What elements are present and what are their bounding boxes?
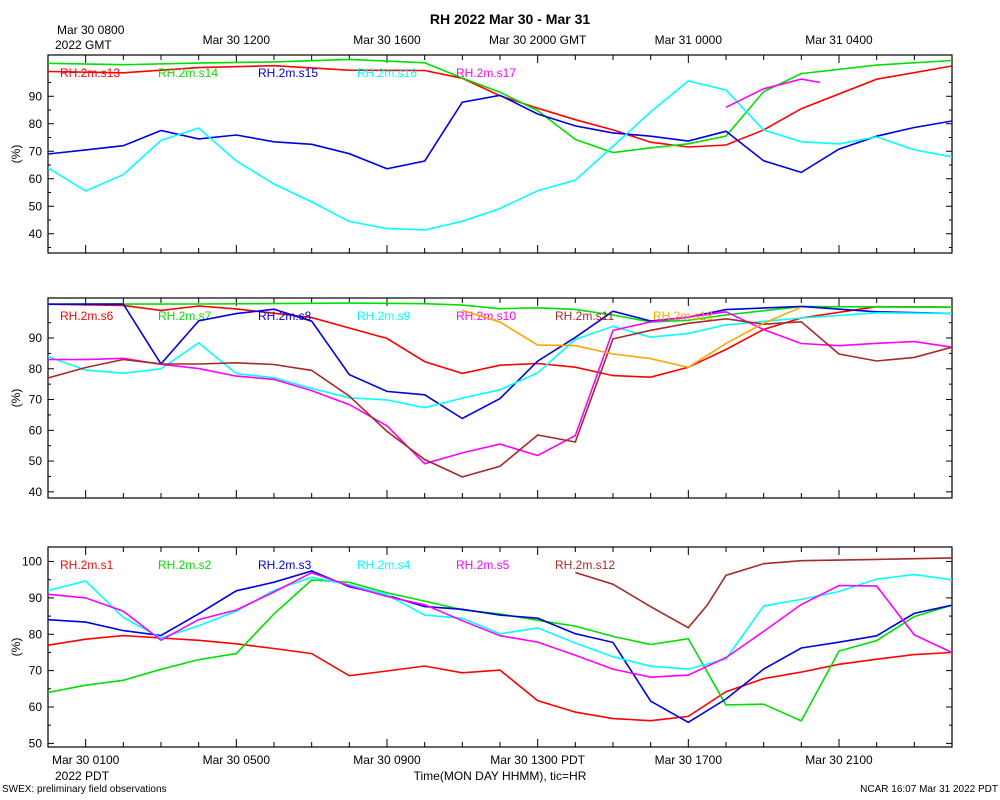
legend-label-rh-2m-s8: RH.2m.s8 xyxy=(258,309,312,323)
series-line-rh-2m-s2 xyxy=(48,579,952,722)
x-axis-label: Time(MON DAY HHMM), tic=HR xyxy=(414,769,587,783)
series-line-rh-2m-s3 xyxy=(48,570,952,724)
y-axis-label: (%) xyxy=(9,389,23,408)
series-line-rh-2m-s4 xyxy=(48,573,952,670)
series-line-rh-2m-s7 xyxy=(48,302,952,323)
y-tick-label: 70 xyxy=(29,144,43,158)
series-line-rh-2m-s11 xyxy=(48,317,952,478)
panel-3: 50 60 70 80 90 100 (%) RH.2m.s1 RH.2m.s2 RH.2m.s3… xyxy=(9,546,953,750)
top-axis-tick-label: Mar 31 0400 xyxy=(805,33,873,47)
y-tick-label: 80 xyxy=(29,627,43,641)
y-tick-label: 90 xyxy=(29,331,43,345)
series-line-rh-2m-s9 xyxy=(48,311,952,409)
bottom-axis-tick-label: Mar 30 1300 PDT xyxy=(490,753,585,767)
y-tick-label: 50 xyxy=(29,454,43,468)
legend-label-rh-2m-s2: RH.2m.s2 xyxy=(158,558,212,572)
legend-label-rh-2m-s16: RH.2m.s16 xyxy=(357,66,417,80)
top-axis-first-label-line2: 2022 GMT xyxy=(55,38,112,52)
y-tick-label: 70 xyxy=(29,664,43,678)
series-line-rh-2m-s10 xyxy=(48,310,952,465)
y-tick-label: 50 xyxy=(29,736,43,750)
y-tick-label: 100 xyxy=(22,555,42,569)
legend-label-rh-2m-s15: RH.2m.s15 xyxy=(258,66,318,80)
y-tick-label: 40 xyxy=(29,227,43,241)
chart-title: RH 2022 Mar 30 - Mar 31 xyxy=(430,11,591,27)
legend-label-rh-2m-s1: RH.2m.s1 xyxy=(60,558,114,572)
y-tick-label: 60 xyxy=(29,423,43,437)
series-line-rh-2m-s8 xyxy=(48,303,952,420)
legend-label-rh-2m-s18: RH.2m.s18 xyxy=(653,309,713,323)
legend-label-rh-2m-s11: RH.2m.s11 xyxy=(555,309,614,323)
top-axis-tick-label: Mar 30 1200 xyxy=(203,33,271,47)
panel-2: 40 50 60 70 80 90 (%) RH.2m.s6 RH.2m.s7 RH.2m.s8 R… xyxy=(9,297,953,499)
legend-label-rh-2m-s6: RH.2m.s6 xyxy=(60,309,114,323)
legend-label-rh-2m-s5: RH.2m.s5 xyxy=(456,558,510,572)
footer-left: SWEX: preliminary field observations xyxy=(2,784,167,795)
series-line-rh-2m-s14 xyxy=(48,58,952,154)
top-axis-first-label-line1: Mar 30 0800 xyxy=(57,23,125,37)
top-axis-tick-label: Mar 31 0000 xyxy=(655,33,723,47)
top-axis-tick-label: Mar 30 2000 GMT xyxy=(489,33,587,47)
y-tick-label: 80 xyxy=(29,362,43,376)
series-line-rh-2m-s17 xyxy=(725,78,821,109)
series-line-rh-2m-s15 xyxy=(48,94,952,174)
series-line-rh-2m-s12 xyxy=(575,557,952,629)
legend-label-rh-2m-s9: RH.2m.s9 xyxy=(357,309,411,323)
legend-label-rh-2m-s14: RH.2m.s14 xyxy=(158,66,218,80)
bottom-axis-tick-label: Mar 30 1700 xyxy=(655,753,723,767)
legend-label-rh-2m-s13: RH.2m.s13 xyxy=(60,66,120,80)
panel-frame xyxy=(47,546,953,748)
panel-1: 40 50 60 70 80 90 (%) RH.2m.s13 RH.2m.s14 RH.2m.s… xyxy=(9,54,953,254)
series-line-rh-2m-s18 xyxy=(462,306,802,369)
footer-right: NCAR 16:07 Mar 31 2022 PDT xyxy=(860,784,998,795)
series-line-rh-2m-s6 xyxy=(48,303,952,379)
legend-label-rh-2m-s4: RH.2m.s4 xyxy=(357,558,411,572)
legend-label-rh-2m-s17: RH.2m.s17 xyxy=(456,66,516,80)
series-line-rh-2m-s16 xyxy=(48,80,952,231)
y-tick-label: 90 xyxy=(29,89,43,103)
top-axis-tick-label: Mar 30 1600 xyxy=(353,33,421,47)
series-line-rh-2m-s1 xyxy=(48,634,952,722)
series-line-rh-2m-s13 xyxy=(48,64,952,148)
legend-label-rh-2m-s12: RH.2m.s12 xyxy=(555,558,615,572)
bottom-axis-tick-label: Mar 30 0100 xyxy=(52,753,120,767)
bottom-axis-tick-label: Mar 30 2100 xyxy=(805,753,873,767)
y-tick-label: 60 xyxy=(29,172,43,186)
bottom-axis-tick-label: Mar 30 0900 xyxy=(353,753,421,767)
y-tick-label: 40 xyxy=(29,485,43,499)
legend-label-rh-2m-s7: RH.2m.s7 xyxy=(158,309,212,323)
y-axis-label: (%) xyxy=(9,145,23,164)
series-line-rh-2m-s5 xyxy=(48,571,952,679)
legend-label-rh-2m-s3: RH.2m.s3 xyxy=(258,558,312,572)
y-tick-label: 80 xyxy=(29,117,43,131)
y-tick-label: 70 xyxy=(29,393,43,407)
panel-frame xyxy=(47,54,953,254)
y-tick-label: 60 xyxy=(29,700,43,714)
y-tick-label: 50 xyxy=(29,199,43,213)
bottom-axis-tick-label: Mar 30 0500 xyxy=(203,753,271,767)
bottom-axis-year-label: 2022 PDT xyxy=(55,769,110,783)
y-tick-label: 90 xyxy=(29,591,43,605)
y-axis-label: (%) xyxy=(9,638,23,657)
